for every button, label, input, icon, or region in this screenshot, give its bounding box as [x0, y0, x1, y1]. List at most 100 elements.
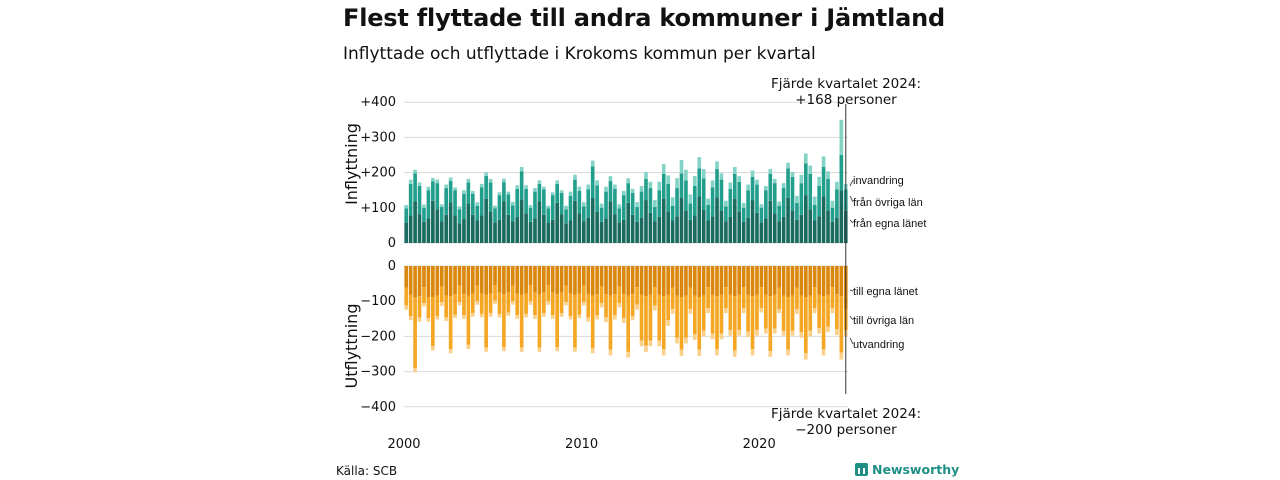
outflow-bar-other	[493, 285, 497, 301]
outflow-bar-other	[599, 286, 604, 304]
inflow-bar-own	[537, 201, 542, 243]
inflow-bar-imm	[510, 201, 515, 206]
outflow-bar-own	[759, 266, 764, 288]
outflow-bar-emi	[568, 315, 573, 320]
inflow-bar-imm	[453, 187, 457, 191]
inflow-bar-other	[484, 175, 488, 199]
outflow-bar-emi	[648, 340, 653, 347]
inflow-bar-other	[777, 205, 781, 222]
inflow-bar-imm	[435, 179, 440, 184]
inflow-bar-other	[466, 182, 471, 204]
outflow-bar-other	[484, 294, 488, 348]
outflow-bar-own	[644, 266, 648, 297]
outflow-bar-own	[804, 266, 808, 297]
inflow-bar-imm	[542, 186, 546, 190]
outflow-bar-other	[635, 287, 639, 305]
inflow-bar-other	[644, 178, 648, 201]
legend-pointer	[849, 315, 854, 321]
inflow-bar-other	[626, 183, 631, 203]
outflow-bar-own	[830, 266, 835, 288]
outflow-bar-own	[786, 266, 790, 297]
inflow-bar-other	[812, 204, 817, 221]
outflow-bar-emi	[701, 330, 706, 337]
inflow-bar-own	[435, 209, 440, 243]
inflow-bar-imm	[653, 200, 657, 208]
inflow-bar-imm	[515, 185, 520, 189]
outflow-bar-other	[404, 287, 409, 306]
inflow-bar-other	[728, 188, 733, 217]
inflow-bar-other	[799, 183, 804, 215]
outflow-bar-emi	[439, 302, 444, 306]
inflow-bar-imm	[817, 176, 821, 186]
inflow-bar-imm	[559, 190, 564, 194]
inflow-bar-imm	[471, 190, 475, 194]
annotation-outflow: −200 personer	[795, 422, 897, 438]
outflow-bar-other	[688, 287, 693, 309]
legend-label-inflow: från övriga län	[853, 197, 923, 209]
inflow-bar-other	[417, 185, 422, 215]
outflow-bar-other	[555, 294, 559, 347]
inflow-bar-imm	[639, 185, 644, 192]
inflow-bar-other	[510, 205, 515, 222]
inflow-bar-imm	[493, 205, 497, 209]
outflow-bar-other	[595, 294, 599, 316]
outflow-bar-own	[466, 266, 471, 296]
y-tick-label: −100	[360, 294, 396, 309]
outflow-bar-emi	[431, 346, 435, 351]
outflow-bar-emi	[746, 331, 750, 338]
inflow-bar-imm	[799, 174, 804, 184]
inflow-bar-own	[453, 215, 457, 243]
outflow-bar-other	[759, 287, 764, 309]
outflow-bar-other	[542, 292, 546, 314]
inflow-bar-other	[528, 207, 533, 222]
inflow-bar-other	[688, 203, 693, 220]
outflow-bar-other	[621, 294, 626, 319]
outflow-bar-own	[679, 266, 684, 297]
legend-pointer	[849, 289, 854, 292]
page-title: Flest flyttade till andra kommuner i Jäm…	[343, 4, 945, 32]
inflow-bar-imm	[737, 176, 742, 182]
inflow-bar-imm	[755, 179, 759, 185]
outflow-bar-emi	[559, 313, 564, 317]
outflow-bar-emi	[804, 353, 808, 360]
inflow-bar-own	[781, 216, 786, 243]
outflow-bar-own	[764, 266, 768, 295]
inflow-bar-own	[613, 214, 617, 243]
outflow-bar-own	[657, 266, 662, 295]
inflow-bar-imm	[648, 181, 653, 189]
outflow-bar-emi	[550, 315, 555, 319]
brand-logo[interactable]: Newsworthy	[855, 462, 959, 477]
outflow-bar-own	[621, 266, 626, 295]
outflow-bar-own	[772, 266, 777, 295]
inflow-bar-own	[510, 221, 515, 243]
inflow-bar-imm	[688, 194, 693, 204]
outflow-bar-own	[590, 266, 595, 296]
outflow-bar-emi	[670, 308, 675, 314]
inflow-bar-own	[812, 220, 817, 243]
outflow-bar-other	[799, 295, 804, 333]
outflow-bar-own	[835, 266, 839, 295]
inflow-bar-imm	[426, 186, 431, 191]
inflow-bar-imm	[781, 183, 786, 189]
outflow-bar-own	[528, 266, 533, 286]
outflow-bar-other	[604, 294, 608, 318]
inflow-bar-imm	[537, 180, 542, 184]
newsworthy-icon	[855, 463, 868, 476]
outflow-bar-own	[484, 266, 488, 295]
inflow-bar-other	[519, 171, 524, 200]
outflow-bar-own	[719, 266, 724, 295]
y-tick-label: −300	[360, 365, 396, 380]
inflow-bar-other	[719, 179, 724, 211]
inflow-bar-imm	[617, 204, 622, 209]
inflow-bar-imm	[422, 204, 426, 208]
outflow-bar-own	[666, 266, 670, 295]
inflow-bar-imm	[439, 204, 444, 208]
outflow-bar-other	[732, 296, 737, 351]
inflow-bar-own	[644, 200, 648, 243]
outflow-bar-emi	[475, 301, 480, 305]
outflow-bar-emi	[546, 301, 551, 305]
outflow-bar-own	[506, 266, 511, 293]
inflow-bar-imm	[404, 204, 409, 209]
inflow-bar-own	[817, 216, 821, 243]
y-tick-label: −200	[360, 329, 396, 344]
